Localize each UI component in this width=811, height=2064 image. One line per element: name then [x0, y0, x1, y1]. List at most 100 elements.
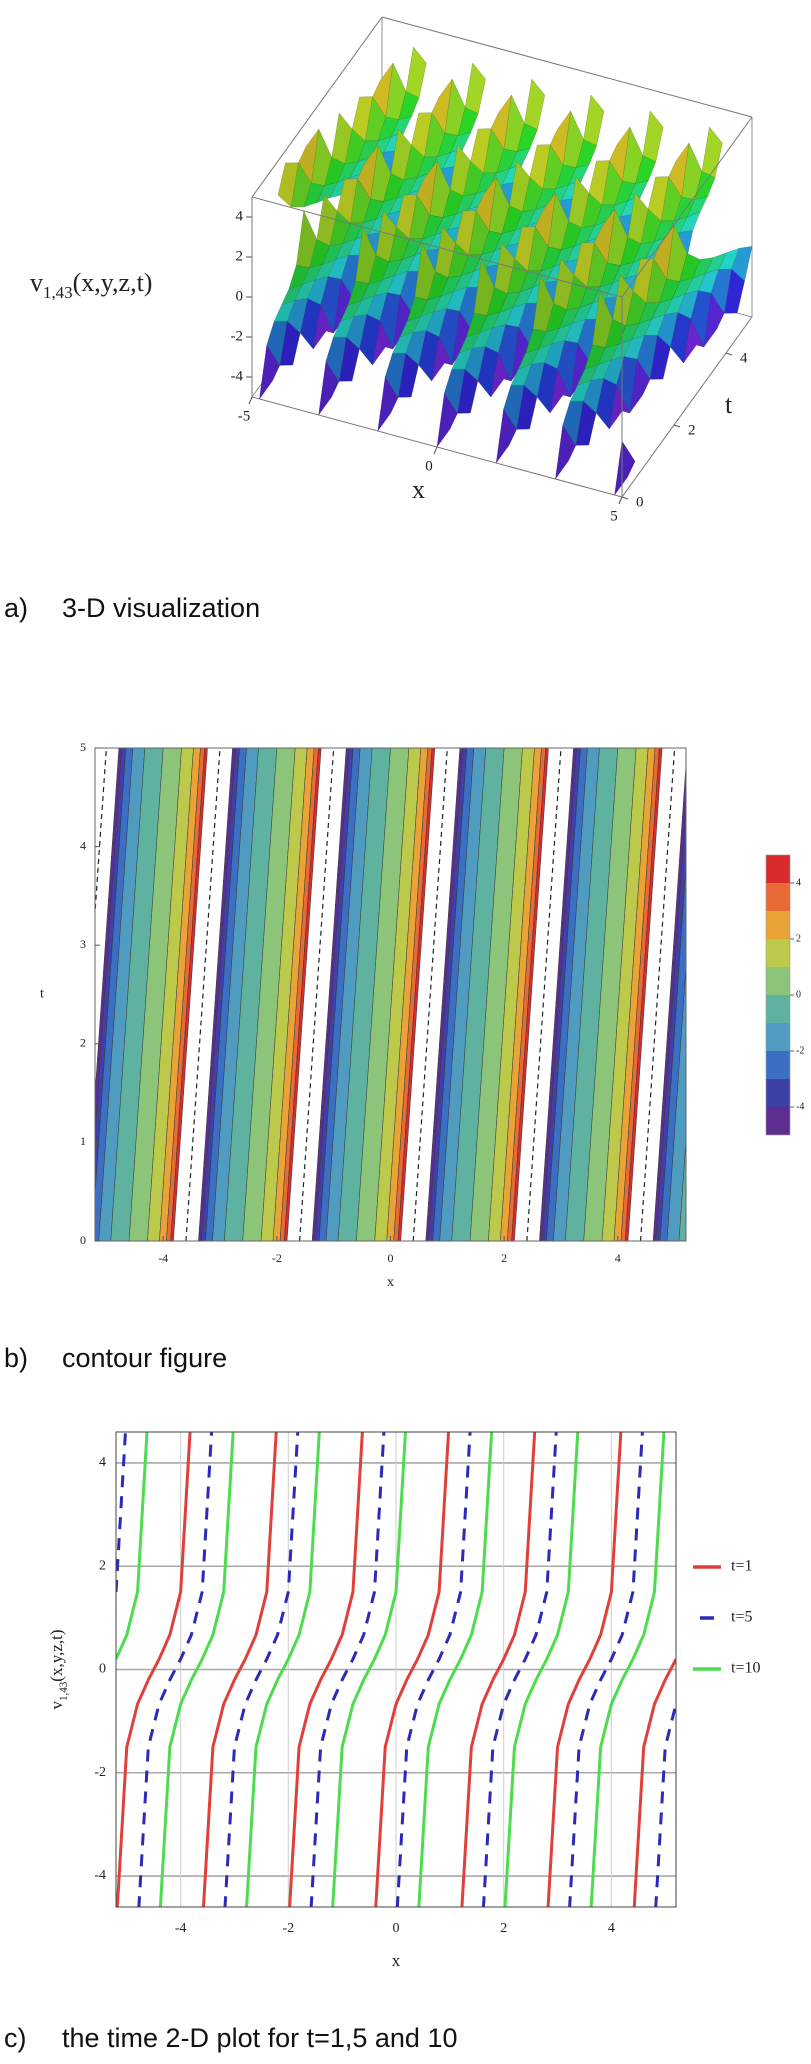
contour-band	[284, 748, 322, 1241]
contour-band	[425, 748, 463, 1241]
contour-band	[678, 1136, 686, 1241]
contour-band	[546, 748, 588, 1241]
series-line	[116, 1432, 676, 1907]
contour-band	[624, 748, 663, 1241]
t-axis-label: t	[725, 390, 733, 419]
z-tick-label: 4	[236, 208, 244, 224]
contour-band	[128, 748, 182, 1241]
colorbar-bin	[766, 995, 790, 1023]
t-tick-label: 2	[688, 422, 696, 438]
contour-band	[0, 748, 8, 1241]
contour-band	[666, 963, 686, 1241]
contour-band	[716, 748, 762, 1241]
contour-band	[57, 748, 94, 1241]
contour-band	[272, 748, 315, 1241]
axis-label: v1,43(x,y,z,t)	[47, 1629, 70, 1709]
surface-facet	[455, 210, 477, 256]
surface-facet	[633, 258, 654, 304]
surface-facet	[550, 110, 571, 166]
contour-band	[337, 748, 391, 1241]
surface-facet	[331, 112, 353, 164]
surface-facet	[475, 176, 497, 232]
contour-band	[500, 748, 542, 1241]
t-tick	[673, 424, 681, 428]
surface-facet	[588, 160, 610, 206]
legend-label: t=5	[731, 1609, 752, 1626]
contour-band	[46, 748, 87, 1241]
y-tick-label: -2	[94, 1765, 106, 1780]
z-tick-label: 2	[236, 248, 244, 264]
label-args: (x,y,z,t)	[73, 268, 153, 297]
contour-band	[655, 801, 686, 1241]
surface-facet	[533, 274, 554, 332]
x-tick-label: -2	[282, 1921, 294, 1936]
surface-facet	[583, 94, 605, 146]
contour-band	[393, 748, 433, 1241]
series-lines	[116, 1432, 676, 1907]
contour-band	[205, 748, 247, 1241]
t-tick-label: 0	[636, 494, 644, 510]
y-tick-label: 0	[80, 1233, 86, 1247]
surface-facet	[612, 274, 634, 326]
contour-band	[386, 748, 429, 1241]
surface-facet	[411, 112, 432, 158]
x-tick	[248, 396, 253, 405]
surface-facet	[431, 78, 453, 134]
y-tick-label: 0	[99, 1662, 106, 1677]
label-sub: 1,43	[43, 283, 73, 302]
box-edge	[251, 16, 383, 198]
y-axis-label: t	[40, 987, 44, 1002]
surface-facet	[296, 210, 317, 268]
contour-band	[601, 748, 649, 1241]
contour-band	[620, 748, 660, 1241]
surface-facet	[490, 94, 512, 150]
surface-facet	[405, 46, 427, 98]
contour-band	[583, 748, 637, 1241]
t-tick	[621, 496, 629, 500]
surface-facet	[509, 160, 530, 212]
x-tick-label: 2	[501, 1251, 507, 1265]
surface-facet	[553, 258, 575, 310]
surface-facet	[627, 192, 649, 244]
z-tick-label: 0	[236, 288, 244, 304]
colorbar-tick-label: 0	[796, 989, 801, 1000]
t-tick-label: 4	[740, 350, 748, 366]
surface-facet	[470, 128, 492, 174]
t-tick	[725, 352, 733, 356]
surface-facet	[316, 194, 338, 246]
caption-label: a)	[4, 593, 28, 623]
contour-band	[170, 748, 208, 1241]
contour-band	[697, 748, 749, 1241]
contour-band	[488, 748, 535, 1241]
contour-band	[356, 748, 410, 1241]
surface-facet	[352, 96, 373, 142]
colorbar-bin	[766, 883, 790, 911]
contour-band	[110, 748, 164, 1241]
surface-facet	[414, 242, 436, 300]
contour-band	[242, 748, 296, 1241]
contour-band	[200, 748, 240, 1241]
plot-frame	[115, 1431, 677, 1908]
legend-label: t=1	[731, 1558, 752, 1575]
contour-band	[469, 748, 523, 1241]
box-edge	[381, 16, 753, 118]
surface-facet	[435, 226, 456, 278]
caption-label: c)	[4, 2023, 27, 2053]
y-tick-label: -4	[94, 1868, 106, 1883]
contour-band	[553, 748, 600, 1241]
contour-band	[511, 748, 549, 1241]
surface-facet	[337, 178, 358, 224]
contour-band	[279, 748, 319, 1241]
x-tick-label: -4	[158, 1251, 168, 1265]
contour-band	[652, 760, 686, 1241]
caption-text: 3-D visualization	[62, 593, 260, 623]
x-tick-label: 0	[393, 1921, 400, 1936]
surface-facet	[642, 110, 664, 162]
series-line	[116, 1432, 666, 1907]
x-tick-label: 0	[388, 1251, 394, 1265]
box-edge	[621, 116, 753, 298]
x-tick	[618, 496, 623, 505]
contour-band	[728, 748, 769, 1241]
surface-facet	[594, 208, 615, 264]
plot-line: -4 -2 0 2 4 -4 -2 0 2 4 x v1,43(x,y,z,t) t=1 t=5 t=10	[47, 1431, 760, 1970]
